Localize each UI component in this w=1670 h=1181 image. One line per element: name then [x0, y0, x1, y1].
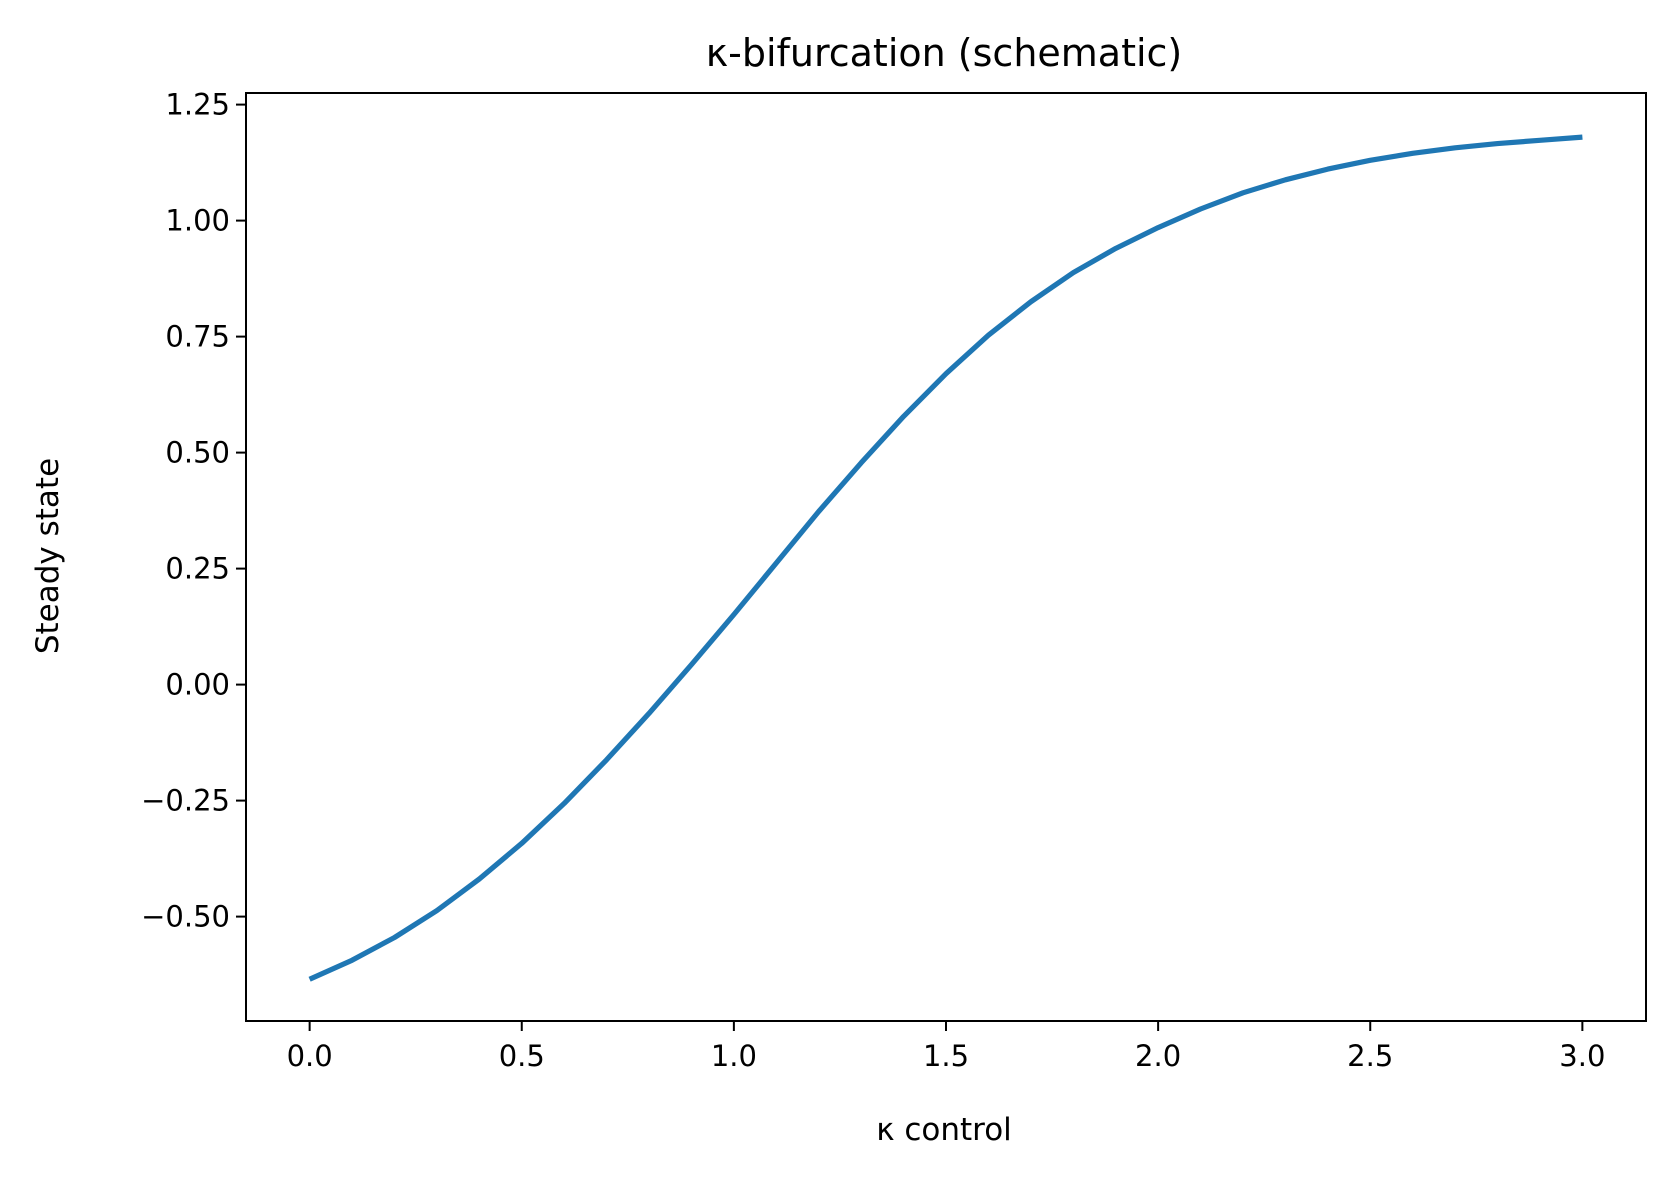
y-tick-label: 0.25 [165, 552, 230, 586]
y-tick-label: 0.50 [165, 436, 230, 470]
y-tick-label: 0.00 [165, 668, 230, 702]
y-tick-label: 1.25 [165, 88, 230, 122]
y-tick-label: 1.00 [165, 204, 230, 238]
x-tick-label: 1.0 [711, 1039, 757, 1073]
x-axis-label: κ control [876, 1112, 1012, 1148]
x-tick-label: 1.5 [923, 1039, 969, 1073]
x-tick-label: 0.0 [287, 1039, 333, 1073]
y-axis-label: Steady state [30, 458, 66, 654]
y-tick-label: −0.25 [141, 784, 230, 818]
chart-title: κ-bifurcation (schematic) [706, 31, 1183, 75]
x-tick-label: 0.5 [499, 1039, 545, 1073]
y-tick-label: 0.75 [165, 320, 230, 354]
series-line-0 [308, 134, 1583, 982]
x-tick-label: 2.5 [1347, 1039, 1393, 1073]
x-tick-label: 3.0 [1559, 1039, 1605, 1073]
plot-area: 0.0 0.5 1.0 1.5 2.0 2.5 3.0 −0.50 −0.25 0.00 0.25 0… [141, 88, 1647, 1073]
y-tick-label: −0.50 [141, 900, 230, 934]
x-tick-label: 2.0 [1135, 1039, 1181, 1073]
